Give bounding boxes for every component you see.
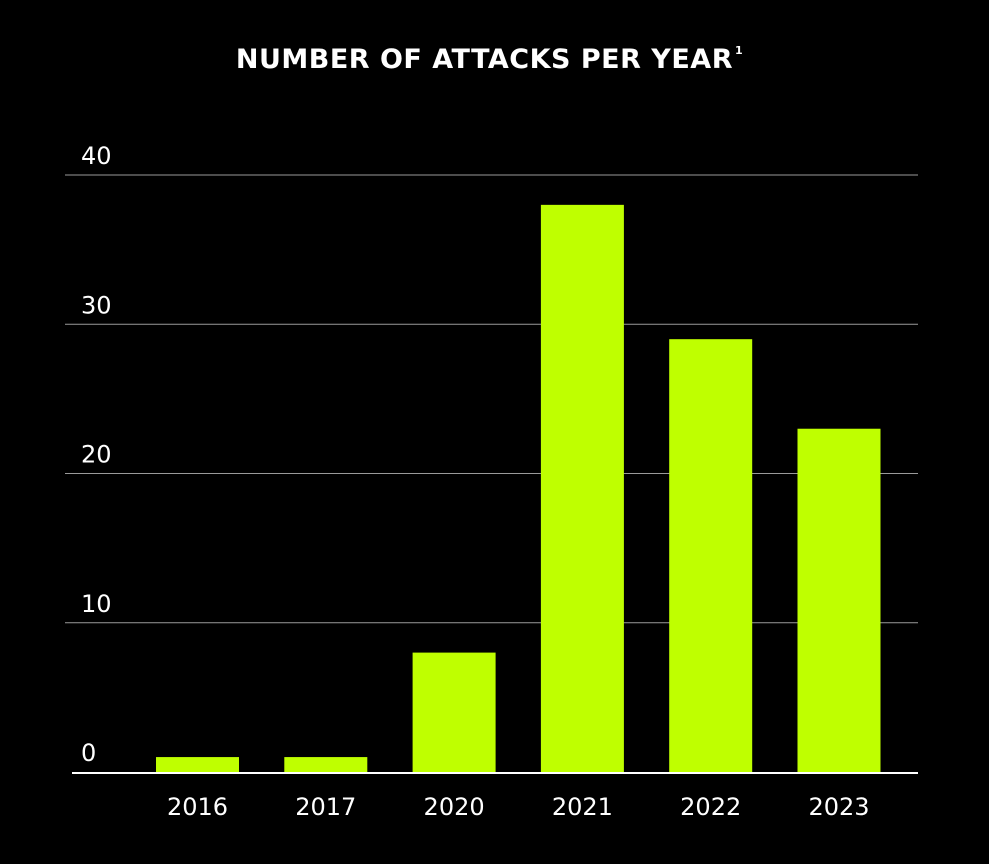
y-tick-label: 0 <box>81 739 96 767</box>
chart-title-footnote-marker: 1 <box>735 44 744 57</box>
gridlines <box>65 174 918 624</box>
x-tick-label: 2020 <box>424 793 485 821</box>
x-tick-label: 2017 <box>295 793 356 821</box>
x-tick-label: 2016 <box>167 793 228 821</box>
bar-2017 <box>284 757 368 772</box>
bar-2020 <box>412 652 496 772</box>
x-tick-label: 2021 <box>552 793 613 821</box>
bar-2022 <box>669 339 753 772</box>
y-tick-labels: 0 10 20 30 40 <box>81 142 112 767</box>
bar-2021 <box>540 204 624 773</box>
y-tick-label: 40 <box>81 142 112 170</box>
y-tick-label: 30 <box>81 291 112 319</box>
x-tick-labels: 2016 2017 2020 2021 2022 2023 <box>167 793 870 821</box>
x-tick-label: 2022 <box>680 793 741 821</box>
bar-2016 <box>156 757 239 772</box>
chart-title-text: NUMBER OF ATTACKS PER YEAR <box>235 44 733 75</box>
x-tick-label: 2023 <box>808 793 869 821</box>
chart-title: NUMBER OF ATTACKS PER YEAR 1 <box>0 44 979 75</box>
bars <box>156 204 881 773</box>
y-tick-label: 10 <box>81 590 112 618</box>
bar-2023 <box>797 428 881 772</box>
y-tick-label: 20 <box>81 441 112 469</box>
